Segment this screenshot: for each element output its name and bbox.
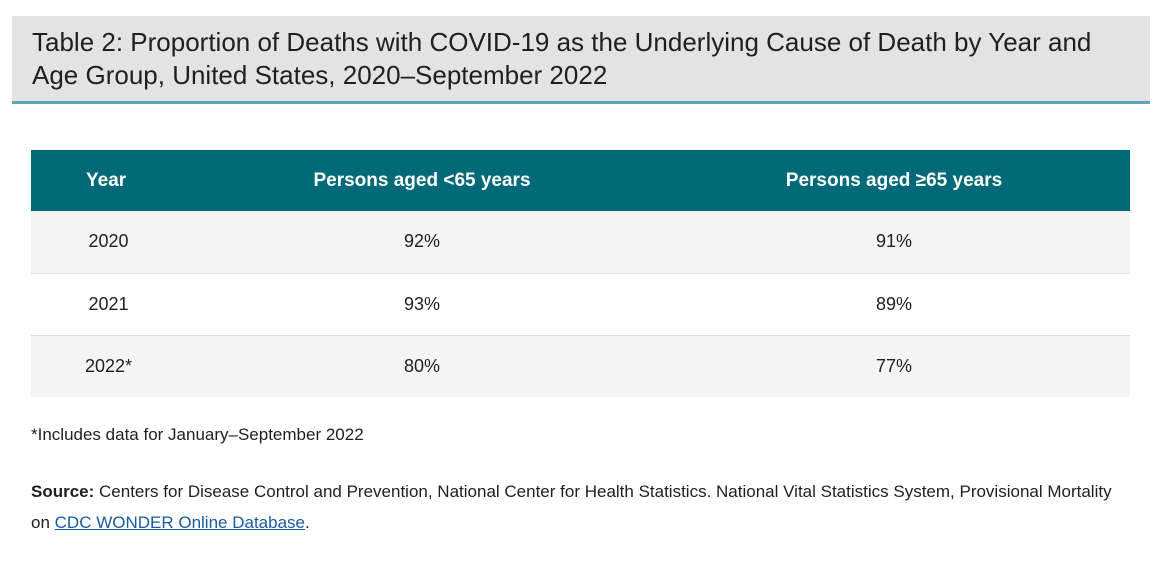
cdc-wonder-link[interactable]: CDC WONDER Online Database — [54, 513, 305, 532]
column-header-year: Year — [86, 169, 127, 191]
table-footnote: *Includes data for January–September 202… — [31, 425, 364, 444]
source-text: Centers for Disease Control and Preventi… — [31, 482, 1112, 532]
column-header-65-plus: Persons aged ≥65 years — [785, 169, 1003, 191]
column-header-under-65: Persons aged <65 years — [313, 169, 531, 191]
row-year: 2022* — [31, 334, 186, 397]
source-label: Source: — [31, 482, 95, 501]
table-row: 2021 93% 89% — [31, 272, 1130, 335]
row-65-plus-value: 91% — [875, 231, 913, 252]
table-title-box: Table 2: Proportion of Deaths with COVID… — [12, 16, 1150, 104]
row-year: 2020 — [88, 231, 129, 252]
row-under-65-value: 93% — [186, 272, 658, 335]
row-65-plus-value: 77% — [658, 334, 1130, 397]
table-row: 2022* 80% 77% — [31, 334, 1130, 397]
row-year: 2021 — [31, 272, 186, 335]
table-title: Table 2: Proportion of Deaths with COVID… — [32, 27, 1092, 90]
row-under-65-value: 92% — [403, 231, 441, 252]
row-under-65-value: 80% — [186, 334, 658, 397]
source-citation: Source: Centers for Disease Control and … — [31, 476, 1131, 538]
table-header-row: Year Persons aged <65 years Persons aged… — [31, 150, 1130, 211]
data-table: Year Persons aged <65 years Persons aged… — [31, 150, 1130, 397]
table-row: 2020 92% 91% — [31, 211, 1130, 273]
row-65-plus-value: 89% — [658, 272, 1130, 335]
source-trailing: . — [305, 513, 310, 532]
